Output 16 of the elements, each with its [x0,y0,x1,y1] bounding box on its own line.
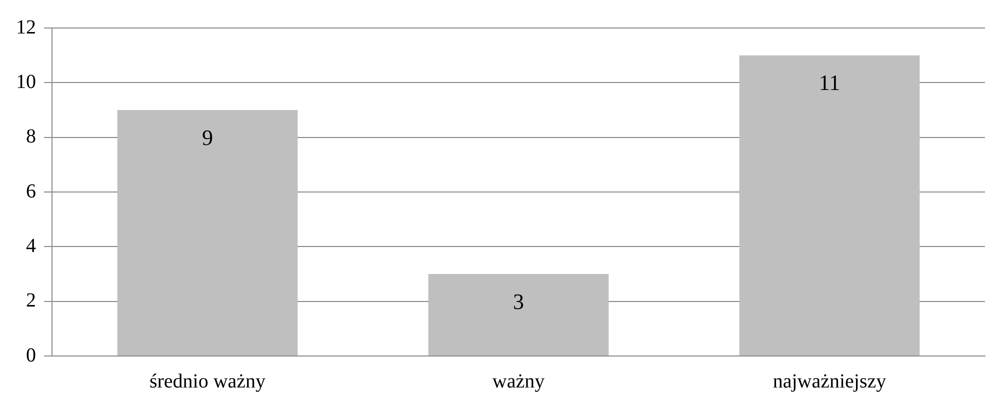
y-tick-label: 12 [16,16,36,38]
x-tick-label: najważniejszy [772,370,886,392]
bar [739,55,920,356]
bar [117,110,298,356]
data-label: 9 [202,124,213,150]
y-tick-label: 2 [26,290,36,312]
y-tick-label: 8 [26,126,36,148]
y-tick-label: 4 [26,234,36,257]
bar [428,274,609,356]
x-tick-label: ważny [492,370,545,392]
y-tick-label: 0 [26,344,36,366]
x-tick-label: średnio ważny [149,370,266,392]
y-tick-label: 10 [16,70,36,93]
data-label: 11 [818,70,840,96]
data-label: 3 [513,288,524,314]
y-tick-label: 6 [26,180,36,202]
